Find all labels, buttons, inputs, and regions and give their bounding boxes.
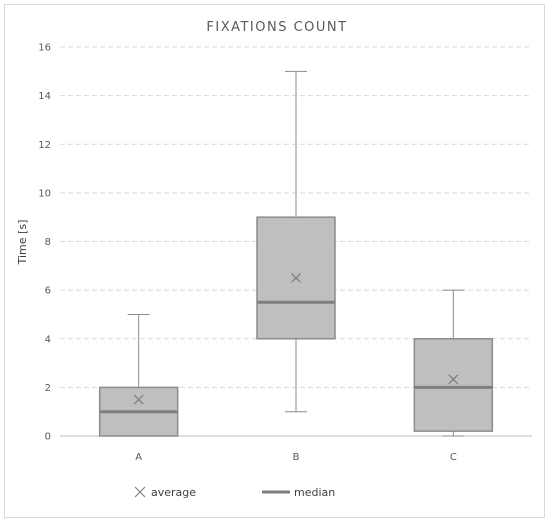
box-iqr xyxy=(413,338,494,432)
average-marker-stroke xyxy=(291,273,301,283)
y-axis-label: Time [s] xyxy=(16,220,29,266)
x-tick-label: A xyxy=(135,452,142,463)
x-tick-label: C xyxy=(450,452,457,463)
y-tick-label: 2 xyxy=(45,383,51,394)
y-tick-label: 6 xyxy=(45,286,51,297)
legend-average-label: average xyxy=(151,486,196,499)
average-marker xyxy=(448,374,459,385)
box-series xyxy=(98,70,494,437)
y-tick-label: 4 xyxy=(45,334,51,345)
x-tick-label: B xyxy=(293,452,300,463)
y-tick-label: 8 xyxy=(45,237,51,248)
y-tick-label: 16 xyxy=(38,43,51,54)
chart-title: FIXATIONS COUNT xyxy=(206,20,347,35)
average-marker xyxy=(133,394,144,405)
y-tick-label: 14 xyxy=(38,91,51,102)
box-b xyxy=(256,70,336,413)
legend-median-label: median xyxy=(294,486,335,499)
y-tick-labels: 0 2 4 6 8 10 12 14 16 xyxy=(38,43,51,443)
y-tick-label: 12 xyxy=(38,140,51,151)
legend: average median xyxy=(134,486,335,499)
y-tick-label: 0 xyxy=(45,432,51,443)
average-marker-stroke xyxy=(448,374,459,385)
average-marker xyxy=(291,273,301,283)
average-marker-stroke xyxy=(133,394,144,405)
box-a xyxy=(98,313,179,437)
box-c xyxy=(413,289,494,437)
y-tick-label: 10 xyxy=(38,188,51,199)
legend-average-marker xyxy=(134,486,146,498)
x-tick-labels: A B C xyxy=(135,452,457,463)
